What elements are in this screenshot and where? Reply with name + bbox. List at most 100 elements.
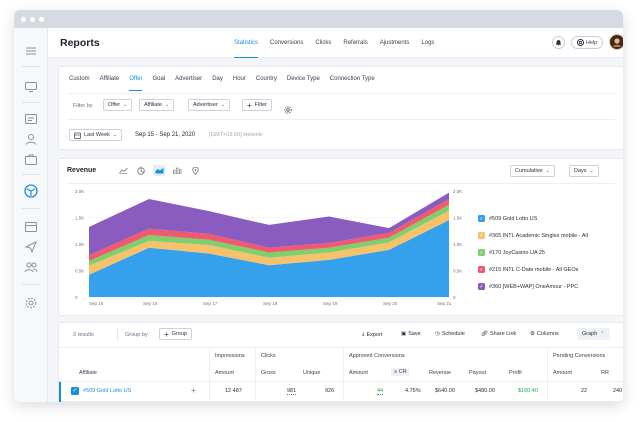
x-tick-label: Sep 15: [89, 301, 104, 306]
notifications-button[interactable]: [552, 36, 565, 49]
window-maximize-dot[interactable]: [39, 16, 44, 22]
legend-label: #360 [WEB+WAP] OneAmour - PPC: [489, 283, 579, 290]
pie-chart-icon[interactable]: [135, 165, 147, 176]
chart-period-select[interactable]: Days ⌄: [569, 165, 599, 177]
monitor-icon[interactable]: [24, 80, 38, 94]
subtab-goal[interactable]: Goal: [152, 76, 166, 82]
legend-item[interactable]: ✓ #509 Gold Lotto US: [478, 215, 537, 222]
table-row[interactable]: ✓ #509 Gold Lotto US + 12 487 981 926 44…: [59, 382, 623, 402]
subtab-connection-type[interactable]: Connection Type: [329, 76, 375, 82]
legend-checkbox[interactable]: ✓: [478, 266, 485, 273]
nav-conversions[interactable]: Conversions: [270, 40, 304, 46]
subtab-hour[interactable]: Hour: [232, 76, 246, 82]
schedule-button[interactable]: ◷ Schedule: [435, 331, 465, 337]
col-impressions-amount[interactable]: Amount: [215, 370, 234, 376]
legend-item[interactable]: ✓ #365 INTL Academic Singles mobile - All: [478, 232, 588, 239]
legend-item[interactable]: ✓ #170 JoyCasino UA 25: [478, 249, 545, 256]
chart-mode-select[interactable]: Cumulative ⌄: [510, 165, 555, 177]
y-tick-label-right: 0.5K: [453, 269, 462, 274]
nav-clicks[interactable]: Clicks: [315, 40, 332, 46]
columns-label: Columns: [536, 331, 559, 337]
user-icon[interactable]: [24, 132, 38, 146]
table-toolbar: 3 results Group by + Group ⤓ Export ▣ Save …: [59, 323, 623, 347]
subtab-country[interactable]: Country: [255, 76, 277, 82]
graph-toggle-button[interactable]: Graph ⌃: [577, 328, 610, 340]
date-preset-value: Last Week: [84, 132, 110, 138]
nav-ajustments[interactable]: Ajustments: [379, 40, 410, 46]
legend-item[interactable]: ✓ #215 INTL C-Date mobile - All GEOs: [478, 266, 578, 273]
legend-checkbox[interactable]: ✓: [478, 215, 485, 222]
row-affiliate[interactable]: #509 Gold Lotto US: [83, 388, 132, 394]
hamburger-menu-icon[interactable]: [24, 44, 38, 58]
col-profit[interactable]: Profit: [509, 370, 522, 376]
users-icon[interactable]: [24, 260, 38, 274]
columns-button[interactable]: ⚙︎ Columns: [530, 331, 559, 337]
area-chart-icon[interactable]: [153, 165, 165, 176]
add-filter-button[interactable]: + Filter: [242, 99, 272, 111]
date-preset-select[interactable]: Last Week ⌄: [69, 129, 123, 141]
reports-dial-icon[interactable]: [24, 184, 38, 198]
col-rr[interactable]: RR: [601, 370, 609, 376]
line-chart-icon[interactable]: [117, 165, 129, 176]
row-approved-amount[interactable]: 44: [377, 388, 384, 395]
wallet-icon[interactable]: [24, 220, 38, 234]
bar-chart-icon[interactable]: [171, 165, 183, 176]
area-series-1: [89, 220, 449, 297]
filter-settings-gear-icon[interactable]: [284, 101, 292, 119]
subtab-custom[interactable]: Custom: [69, 76, 90, 82]
col-payout[interactable]: Payout: [469, 370, 487, 376]
col-clicks-unique[interactable]: Unique: [303, 370, 321, 376]
table-panel: 3 results Group by + Group ⤓ Export ▣ Save …: [58, 322, 623, 402]
lifebuoy-icon: [576, 39, 584, 46]
legend-label: #215 INTL C-Date mobile - All GEOs: [489, 266, 579, 273]
group-button[interactable]: + Group: [159, 328, 192, 340]
subtab-offer[interactable]: Offer: [129, 67, 143, 91]
advertiser-filter-select[interactable]: Advertiser ⌄: [188, 99, 230, 111]
group-by-label: Group by: [125, 332, 148, 338]
subtab-affiliate[interactable]: Affiliate: [99, 76, 120, 82]
legend-checkbox[interactable]: ✓: [478, 283, 485, 290]
chevron-down-icon: ⌄: [545, 168, 550, 174]
map-pin-icon[interactable]: [189, 165, 201, 176]
window-minimize-dot[interactable]: [30, 16, 35, 22]
bell-icon: [555, 40, 562, 46]
col-revenue[interactable]: Revenue: [429, 370, 452, 376]
legend-item[interactable]: ✓ #360 [WEB+WAP] OneAmour - PPC: [478, 283, 578, 290]
window-close-dot[interactable]: [21, 16, 26, 22]
col-cr[interactable]: ≡ CR: [391, 368, 410, 376]
save-button[interactable]: ▣ Save: [401, 331, 421, 337]
legend-checkbox[interactable]: ✓: [478, 232, 485, 239]
save-icon: ▣: [401, 331, 407, 337]
id-card-icon[interactable]: [24, 112, 38, 126]
y-tick-label-right: 1.5K: [453, 216, 462, 221]
col-clicks-gross[interactable]: Gross: [261, 370, 276, 376]
subtab-day[interactable]: Day: [212, 76, 223, 82]
paper-plane-icon[interactable]: [24, 240, 38, 254]
export-button[interactable]: ⤓ Export: [362, 331, 382, 338]
help-button[interactable]: Help: [571, 36, 603, 49]
chart-title: Revenue: [67, 167, 97, 174]
nav-logs[interactable]: Logs: [421, 40, 435, 46]
top-bar: Reports Statistics Conversions Clicks Re…: [48, 28, 623, 58]
export-label: Export: [366, 331, 383, 338]
timezone-text: (GMT+03:00) Helsinki: [209, 132, 263, 138]
briefcase-icon[interactable]: [24, 152, 38, 166]
expand-row-plus-icon[interactable]: +: [191, 386, 196, 395]
date-range-text[interactable]: Sep 15 - Sep 21, 2020: [135, 132, 196, 138]
legend-checkbox[interactable]: ✓: [478, 249, 485, 256]
col-pending-amount[interactable]: Amount: [553, 370, 572, 376]
col-approved-amount[interactable]: Amount: [349, 370, 368, 376]
filters-panel: Custom Affiliate Offer Goal Advertiser D…: [58, 66, 623, 150]
offer-filter-select[interactable]: Offer ⌄: [103, 99, 133, 111]
share-link-button[interactable]: 🔗︎ Share Link: [481, 331, 516, 337]
nav-referrals[interactable]: Referrals: [343, 40, 368, 46]
col-affiliate[interactable]: Affiliate: [79, 370, 97, 376]
nav-statistics[interactable]: Statistics: [234, 28, 259, 58]
user-avatar[interactable]: [609, 34, 623, 50]
subtab-advertiser[interactable]: Advertiser: [175, 76, 203, 82]
subtab-device-type[interactable]: Device Type: [286, 76, 320, 82]
affiliate-filter-select[interactable]: Affiliate ⌄: [139, 99, 175, 111]
row-clicks-gross[interactable]: 981: [287, 388, 297, 395]
row-checkbox[interactable]: ✓: [71, 387, 79, 395]
settings-gear-icon[interactable]: [24, 296, 38, 310]
